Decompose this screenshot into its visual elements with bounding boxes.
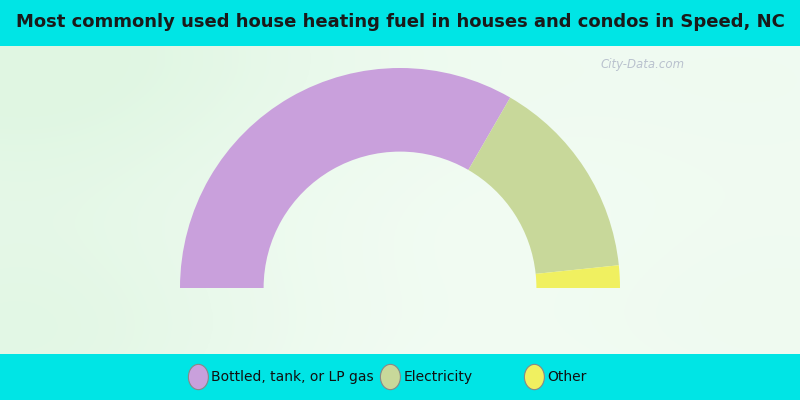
Text: Electricity: Electricity [403, 370, 472, 384]
Wedge shape [180, 68, 510, 288]
Wedge shape [468, 98, 619, 274]
Ellipse shape [381, 364, 400, 390]
Ellipse shape [525, 364, 544, 390]
Wedge shape [536, 265, 620, 288]
Text: Bottled, tank, or LP gas: Bottled, tank, or LP gas [211, 370, 374, 384]
Text: Other: Other [547, 370, 586, 384]
Text: Most commonly used house heating fuel in houses and condos in Speed, NC: Most commonly used house heating fuel in… [15, 13, 785, 31]
Text: City-Data.com: City-Data.com [601, 58, 685, 71]
Ellipse shape [189, 364, 209, 390]
